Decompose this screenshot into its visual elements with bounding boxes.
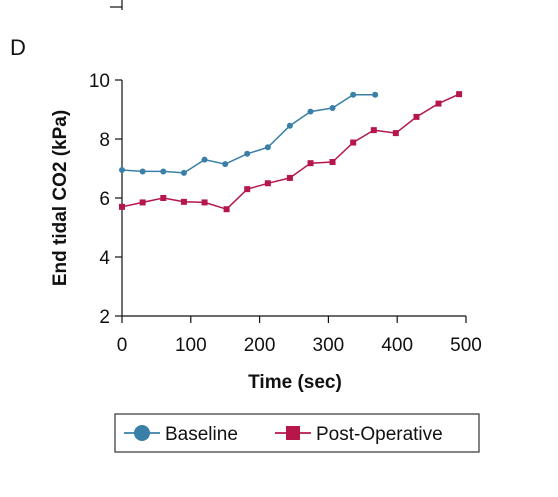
legend-label-2: Post-Operative xyxy=(316,424,443,445)
legend: Baseline Post-Operative xyxy=(114,413,480,453)
data-point xyxy=(160,168,167,175)
y-tick-label: 2 xyxy=(99,307,110,328)
series-line-2 xyxy=(121,93,460,211)
data-point xyxy=(435,100,442,107)
axes xyxy=(110,0,466,317)
legend-label-1: Baseline xyxy=(165,424,238,445)
data-point xyxy=(180,198,187,205)
series-points xyxy=(119,91,463,213)
data-point xyxy=(160,195,167,201)
y-tick-label: 4 xyxy=(99,248,110,269)
x-ticks: 0 100 200 300 400 500 xyxy=(117,316,482,356)
x-axis-title: Time (sec) xyxy=(248,372,342,393)
x-tick-label: 500 xyxy=(450,335,482,356)
data-point xyxy=(392,130,399,137)
data-point xyxy=(119,166,125,173)
data-point xyxy=(264,180,271,187)
data-point xyxy=(350,139,357,146)
data-point xyxy=(372,91,379,98)
y-tick-label: 10 xyxy=(89,71,110,92)
data-point xyxy=(370,127,377,134)
data-point xyxy=(201,199,208,206)
x-tick-label: 300 xyxy=(313,335,345,356)
x-tick-label: 400 xyxy=(381,335,413,356)
data-point xyxy=(119,203,125,210)
x-tick-label: 100 xyxy=(175,335,207,356)
data-point xyxy=(180,169,187,176)
data-point xyxy=(139,168,146,175)
legend-marker-circle xyxy=(134,425,150,441)
x-tick-label: 200 xyxy=(244,335,276,356)
y-axis-title: End tidal CO2 (kPa) xyxy=(50,110,71,286)
data-point xyxy=(223,206,230,213)
legend-marker-square xyxy=(286,426,300,440)
data-point xyxy=(329,159,336,166)
data-point xyxy=(222,161,229,168)
data-point xyxy=(286,174,293,181)
panel-letter: D xyxy=(10,35,26,60)
data-point xyxy=(201,156,208,163)
data-point xyxy=(264,144,271,151)
y-tick-label: 6 xyxy=(99,189,110,210)
data-point xyxy=(244,150,251,157)
data-point xyxy=(286,122,293,129)
x-tick-label: 0 xyxy=(117,335,128,356)
data-point xyxy=(244,186,251,193)
data-point xyxy=(329,105,336,112)
data-point xyxy=(139,199,146,206)
data-point xyxy=(413,113,420,120)
data-point xyxy=(456,91,463,98)
series-lines xyxy=(121,93,460,211)
y-ticks: 2 4 6 8 10 xyxy=(89,71,122,328)
series-line-1 xyxy=(121,94,376,174)
data-point xyxy=(350,91,357,98)
y-tick-label: 8 xyxy=(99,130,110,151)
data-point xyxy=(307,108,314,115)
data-point xyxy=(307,160,314,167)
